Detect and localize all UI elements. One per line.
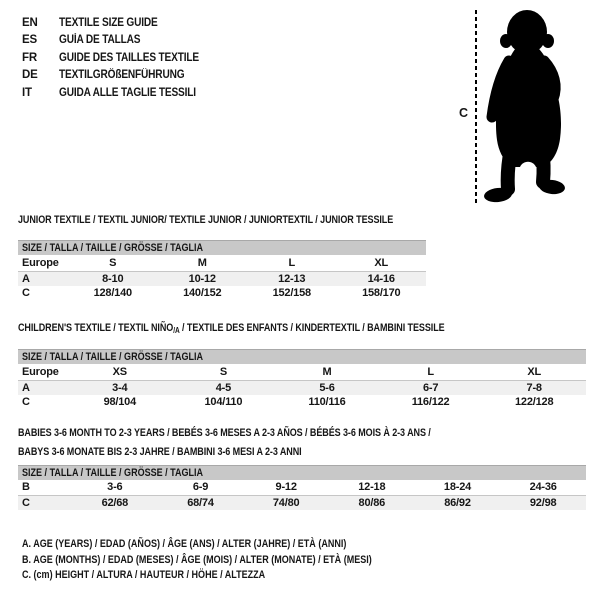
section-title-junior: JUNIOR TEXTILE / TEXTIL JUNIOR/ TEXTILE … <box>18 214 426 226</box>
size-header-text: SIZE / TALLA / TAILLE / GRÖSSE / TAGLIA <box>22 351 204 363</box>
table-cell: M <box>322 366 332 378</box>
table-cell: XS <box>112 366 127 378</box>
table-cell: 12-18 <box>358 481 386 493</box>
height-marker-label: C <box>459 106 469 120</box>
table-cell: 104/110 <box>204 396 243 408</box>
size-header-text: SIZE / TALLA / TAILLE / GRÖSSE / TAGLIA <box>22 242 204 254</box>
table-cell: 128/140 <box>93 287 133 299</box>
language-row: ES GUÍA DE TALLAS <box>22 32 218 49</box>
toddler-silhouette-image <box>484 10 565 203</box>
row-label: B <box>22 481 30 493</box>
table-cell: 10-12 <box>188 273 216 285</box>
table-cell: 24-36 <box>529 481 557 493</box>
row-label: A <box>22 273 30 285</box>
section-title-junior-text: JUNIOR TEXTILE / TEXTIL JUNIOR/ TEXTILE … <box>18 214 394 226</box>
section-title-babies: BABIES 3-6 MONTH TO 2-3 YEARS / BEBÉS 3-… <box>18 424 586 462</box>
gender-subscript: /A <box>173 326 180 335</box>
table-cell: 6-9 <box>192 481 209 493</box>
row-label: C <box>22 396 30 408</box>
table-cell: 92/98 <box>529 497 557 509</box>
section-title-babies-line2: BABYS 3-6 MONATE BIS 2-3 JAHRE / BAMBINI… <box>18 446 302 458</box>
table-cell: 4-5 <box>215 382 232 394</box>
table-cell: 3-4 <box>112 382 128 394</box>
section-title-babies-line1: BABIES 3-6 MONTH TO 2-3 YEARS / BEBÉS 3-… <box>18 427 431 439</box>
row-label: C <box>22 497 30 509</box>
table-cell: 152/158 <box>272 287 312 299</box>
table-cell: XL <box>374 257 389 269</box>
table-cell: 68/74 <box>187 497 214 509</box>
table-row-age-months: B 3-6 6-9 9-12 12-18 18-24 24-36 <box>18 480 586 495</box>
table-cell: 7-8 <box>526 382 543 394</box>
size-table-babies: SIZE / TALLA / TAILLE / GRÖSSE / TAGLIA … <box>18 465 586 510</box>
language-code: DE <box>22 69 38 82</box>
table-cell: 110/116 <box>308 396 346 408</box>
language-list: EN TEXTILE SIZE GUIDE ES GUÍA DE TALLAS … <box>22 15 218 102</box>
size-table-junior: SIZE / TALLA / TAILLE / GRÖSSE / TAGLIA … <box>18 240 426 301</box>
size-table-header: SIZE / TALLA / TAILLE / GRÖSSE / TAGLIA <box>18 465 586 480</box>
language-code: FR <box>22 51 37 64</box>
section-title-children: CHILDREN'S TEXTILE / TEXTIL NIÑO/A / TEX… <box>18 322 586 337</box>
language-row: FR GUIDE DES TAILLES TEXTILE <box>22 50 218 67</box>
table-cell: S <box>109 257 117 269</box>
language-code: EN <box>22 17 38 29</box>
table-row-age: A 3-4 4-5 5-6 6-7 7-8 <box>18 380 586 395</box>
table-cell: S <box>219 366 227 378</box>
size-table-header: SIZE / TALLA / TAILLE / GRÖSSE / TAGLIA <box>18 240 426 255</box>
table-row-age: A 8-10 10-12 12-13 14-16 <box>18 271 426 286</box>
language-label: GUÍA DE TALLAS <box>59 34 141 47</box>
row-label: C <box>22 287 30 299</box>
language-row: EN TEXTILE SIZE GUIDE <box>22 15 218 32</box>
row-label: A <box>22 382 30 394</box>
table-cell: 9-12 <box>275 481 297 493</box>
table-cell: 74/80 <box>272 497 300 509</box>
language-label: TEXTILGRÖßENFÜHRUNG <box>59 69 185 82</box>
table-cell: 14-16 <box>367 273 395 285</box>
height-dashed-line <box>475 10 477 206</box>
table-cell: 86/92 <box>444 497 471 509</box>
language-label: GUIDE DES TAILLES TEXTILE <box>59 51 199 64</box>
table-cell: 8-10 <box>102 273 124 285</box>
language-label: TEXTILE SIZE GUIDE <box>59 17 158 29</box>
footnote-age-years: A. AGE (YEARS) / EDAD (AÑOS) / ÂGE (ANS)… <box>22 538 347 550</box>
table-cell: 6-7 <box>422 382 439 394</box>
table-cell: L <box>427 366 434 378</box>
table-cell: 18-24 <box>443 481 472 493</box>
language-row: IT GUIDA ALLE TAGLIE TESSILI <box>22 85 218 102</box>
table-cell: 12-13 <box>278 273 306 285</box>
table-cell: 158/170 <box>362 287 401 299</box>
table-row-height: C 128/140 140/152 152/158 158/170 <box>18 286 426 301</box>
table-cell: 3-6 <box>107 481 123 493</box>
table-cell: 5-6 <box>319 382 335 394</box>
language-code: IT <box>22 86 32 99</box>
footnote-height: C. (cm) HEIGHT / ALTURA / HAUTEUR / HÖHE… <box>22 569 266 582</box>
table-cell: M <box>197 257 207 269</box>
footnotes: A. AGE (YEARS) / EDAD (AÑOS) / ÂGE (ANS)… <box>22 537 449 584</box>
table-row-height: C 62/68 68/74 74/80 80/86 86/92 92/98 <box>18 495 586 510</box>
table-cell: XL <box>527 366 542 378</box>
language-label: GUIDA ALLE TAGLIE TESSILI <box>59 86 196 99</box>
table-cell: L <box>288 257 296 269</box>
table-cell: 80/86 <box>358 497 386 509</box>
table-row-height: C 98/104 104/110 110/116 116/122 122/128 <box>18 395 586 410</box>
size-header-text: SIZE / TALLA / TAILLE / GRÖSSE / TAGLIA <box>22 467 204 479</box>
section-junior-textile: JUNIOR TEXTILE / TEXTIL JUNIOR/ TEXTILE … <box>18 214 426 301</box>
row-label: Europe <box>22 366 59 378</box>
size-table-header: SIZE / TALLA / TAILLE / GRÖSSE / TAGLIA <box>18 349 586 364</box>
table-row-europe: Europe XS S M L XL <box>18 364 586 380</box>
table-cell: 62/68 <box>101 497 129 509</box>
footnote-age-months: B. AGE (MONTHS) / EDAD (MESES) / ÂGE (MO… <box>22 553 372 566</box>
language-row: DE TEXTILGRÖßENFÜHRUNG <box>22 67 218 84</box>
language-code: ES <box>22 34 37 47</box>
table-cell: 122/128 <box>515 396 554 408</box>
table-cell: 98/104 <box>103 396 137 408</box>
table-cell: 140/152 <box>183 287 222 299</box>
size-table-children: SIZE / TALLA / TAILLE / GRÖSSE / TAGLIA … <box>18 349 586 410</box>
section-title-children-text: CHILDREN'S TEXTILE / TEXTIL NIÑO/A / TEX… <box>18 322 445 335</box>
row-label: Europe <box>22 257 59 269</box>
section-childrens-textile: CHILDREN'S TEXTILE / TEXTIL NIÑO/A / TEX… <box>18 322 586 410</box>
section-babies-textile: BABIES 3-6 MONTH TO 2-3 YEARS / BEBÉS 3-… <box>18 424 586 510</box>
table-cell: 116/122 <box>411 396 450 408</box>
table-row-europe: Europe S M L XL <box>18 255 426 271</box>
